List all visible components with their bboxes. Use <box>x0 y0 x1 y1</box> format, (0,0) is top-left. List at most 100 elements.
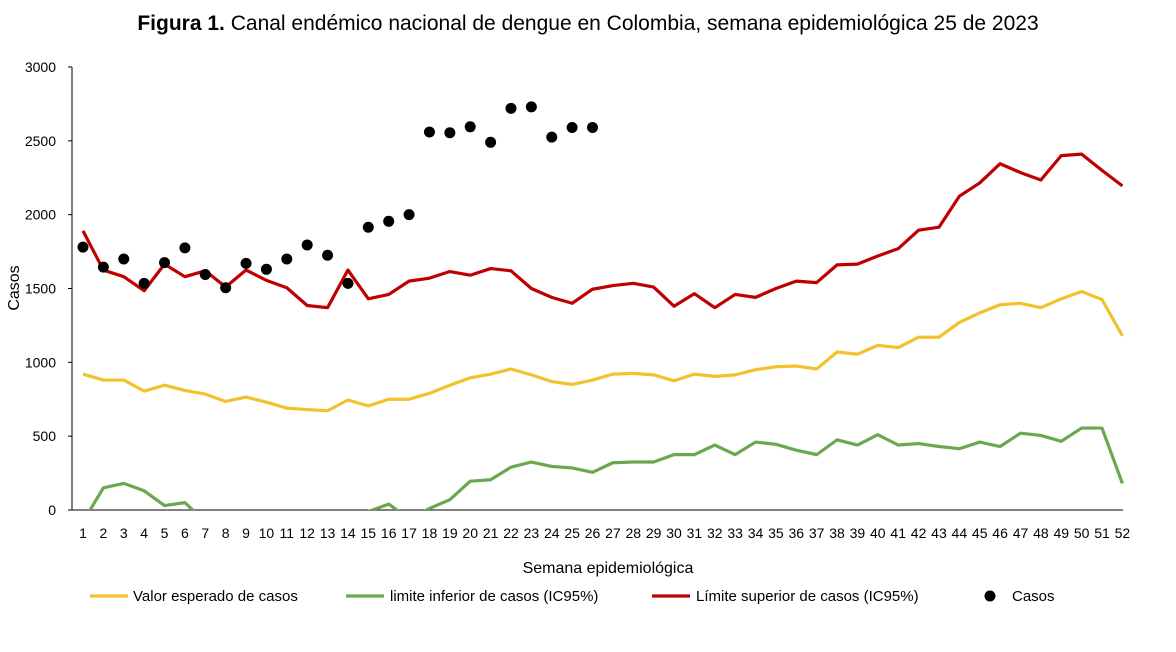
casos-point <box>301 239 313 251</box>
x-tick-label: 21 <box>483 525 499 541</box>
casos-point <box>97 261 109 273</box>
x-tick-label: 13 <box>320 525 336 541</box>
x-tick-label: 50 <box>1074 525 1090 541</box>
x-tick-label: 10 <box>259 525 275 541</box>
y-tick-label: 1500 <box>25 281 56 297</box>
x-tick-label: 6 <box>181 525 189 541</box>
casos-point <box>546 131 558 143</box>
casos-point <box>281 253 293 265</box>
x-tick-label: 19 <box>442 525 458 541</box>
x-tick-label: 4 <box>140 525 148 541</box>
casos-point <box>199 268 211 280</box>
x-tick-label: 18 <box>422 525 438 541</box>
x-tick-label: 42 <box>911 525 927 541</box>
x-tick-label: 30 <box>666 525 682 541</box>
x-tick-label: 36 <box>789 525 805 541</box>
legend-swatch-3 <box>984 590 996 602</box>
casos-point <box>118 253 130 265</box>
casos-point <box>464 121 476 133</box>
legend-label-3: Casos <box>1012 588 1055 605</box>
x-tick-label: 12 <box>299 525 315 541</box>
y-tick-label: 2500 <box>25 133 56 149</box>
casos-point <box>587 122 598 134</box>
casos-point <box>138 277 150 289</box>
chart-title: Figura 1. Canal endémico nacional de den… <box>0 12 1176 36</box>
x-tick-label: 44 <box>952 525 968 541</box>
x-tick-label: 45 <box>972 525 988 541</box>
x-tick-label: 27 <box>605 525 621 541</box>
x-tick-label: 48 <box>1033 525 1049 541</box>
x-tick-label: 23 <box>524 525 540 541</box>
x-tick-label: 3 <box>120 525 128 541</box>
x-tick-label: 1 <box>79 525 87 541</box>
casos-point <box>240 257 252 269</box>
x-tick-label: 7 <box>201 525 209 541</box>
x-tick-label: 24 <box>544 525 560 541</box>
y-axis-label: Casos <box>6 265 23 310</box>
y-tick-label: 1000 <box>25 354 56 370</box>
x-tick-label: 34 <box>748 525 764 541</box>
casos-point <box>525 101 537 113</box>
x-tick-label: 15 <box>361 525 377 541</box>
chart-title-text: Canal endémico nacional de dengue en Col… <box>224 12 1039 35</box>
x-tick-label: 2 <box>99 525 107 541</box>
x-tick-label: 38 <box>829 525 845 541</box>
x-tick-label: 49 <box>1053 525 1069 541</box>
x-tick-label: 9 <box>242 525 250 541</box>
x-tick-label: 8 <box>222 525 230 541</box>
casos-point <box>444 127 456 139</box>
x-tick-label: 20 <box>462 525 478 541</box>
y-tick-label: 500 <box>33 428 57 444</box>
x-tick-label: 31 <box>687 525 703 541</box>
y-tick-label: 2000 <box>25 207 56 223</box>
x-tick-label: 37 <box>809 525 825 541</box>
series-line-2 <box>81 152 1124 310</box>
x-tick-label: 39 <box>850 525 866 541</box>
casos-point <box>566 122 578 134</box>
casos-point <box>505 102 517 114</box>
x-tick-label: 33 <box>727 525 743 541</box>
legend-label-2: Límite superior de casos (IC95%) <box>696 588 919 605</box>
casos-point <box>403 209 415 221</box>
casos-point <box>342 277 354 289</box>
plot-area <box>77 101 1124 510</box>
series-line-1 <box>88 426 1124 510</box>
x-tick-label: 47 <box>1013 525 1029 541</box>
x-tick-label: 35 <box>768 525 784 541</box>
casos-point <box>322 249 334 261</box>
x-tick-label: 25 <box>564 525 580 541</box>
casos-point <box>383 215 395 227</box>
x-axis-label: Semana epidemiológica <box>523 560 694 577</box>
x-tick-label: 26 <box>585 525 601 541</box>
legend: Valor esperado de casos limite inferior d… <box>90 588 1055 605</box>
y-tick-label: 3000 <box>25 59 56 75</box>
x-tick-label: 29 <box>646 525 662 541</box>
casos-point <box>485 136 497 148</box>
x-tick-label: 40 <box>870 525 886 541</box>
casos-point <box>77 241 89 253</box>
casos-point <box>220 282 232 294</box>
x-tick-label: 11 <box>280 525 295 541</box>
x-tick-label: 32 <box>707 525 723 541</box>
x-tick-label: 17 <box>401 525 417 541</box>
x-tick-label: 43 <box>931 525 947 541</box>
x-tick-label: 14 <box>340 525 356 541</box>
casos-point <box>423 126 435 138</box>
x-tick-label: 52 <box>1115 525 1131 541</box>
legend-label-0: Valor esperado de casos <box>133 588 298 605</box>
casos-point <box>179 242 191 254</box>
x-tick-label: 22 <box>503 525 519 541</box>
legend-label-1: limite inferior de casos (IC95%) <box>390 588 598 605</box>
x-tick-label: 5 <box>161 525 169 541</box>
casos-point <box>260 263 272 275</box>
x-tick-label: 51 <box>1094 525 1110 541</box>
casos-point <box>159 257 171 269</box>
series-line-0 <box>82 289 1124 413</box>
x-tick-label: 16 <box>381 525 397 541</box>
x-tick-label: 41 <box>890 525 906 541</box>
chart-title-bold: Figura 1. <box>137 12 225 35</box>
x-tick-label: 46 <box>992 525 1008 541</box>
x-tick-label: 28 <box>625 525 641 541</box>
y-tick-label: 0 <box>48 502 56 518</box>
